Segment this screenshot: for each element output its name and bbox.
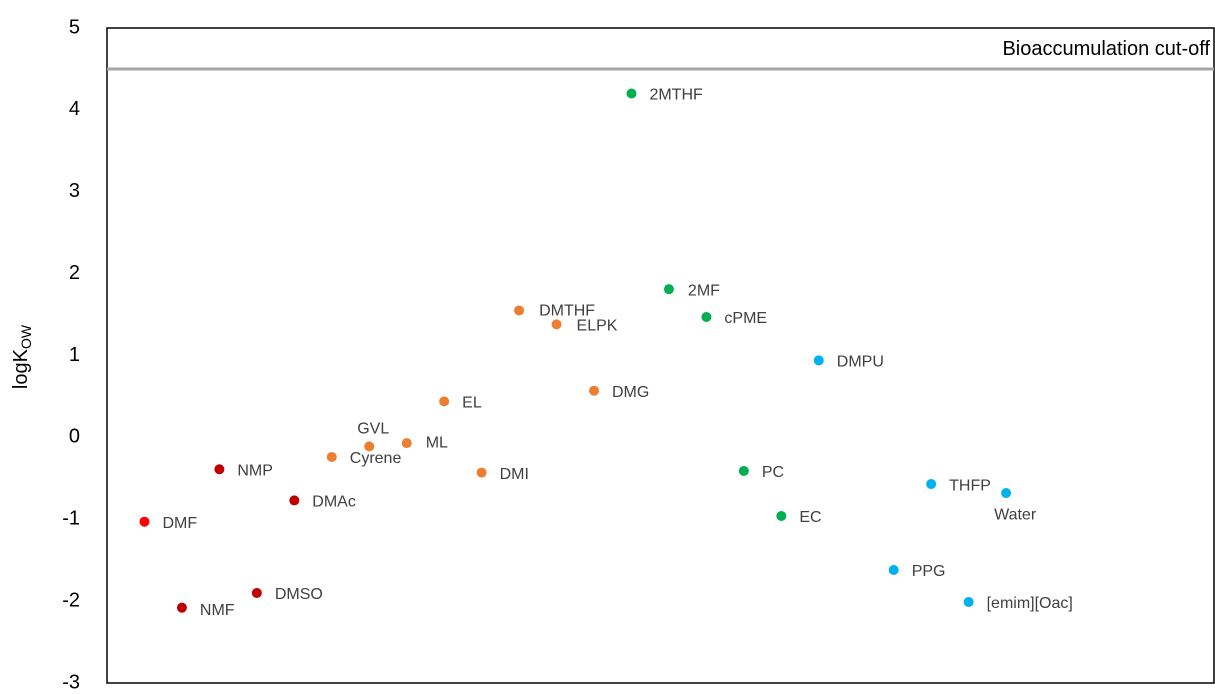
- point: [589, 385, 600, 396]
- point-label: NMF: [200, 602, 235, 619]
- point-label: NMP: [237, 463, 273, 480]
- point-label: PPG: [912, 563, 946, 580]
- point-label: EC: [799, 509, 821, 526]
- point-label: 2MTHF: [649, 87, 703, 104]
- point-label: DMG: [612, 384, 649, 401]
- point-label: DMF: [162, 515, 197, 532]
- point: [439, 396, 450, 407]
- point-label: Water: [994, 506, 1037, 523]
- cutoff-label: Bioaccumulation cut-off: [1002, 38, 1210, 60]
- point-label: PC: [762, 464, 784, 481]
- y-tick-label: 5: [69, 16, 80, 38]
- point-label: DMI: [500, 466, 529, 483]
- point: [963, 596, 974, 607]
- point-label: EL: [462, 395, 482, 412]
- point-label: ELPK: [577, 318, 618, 335]
- point: [888, 565, 899, 576]
- point: [289, 495, 300, 506]
- point-label: ML: [426, 434, 448, 451]
- point: [251, 587, 262, 598]
- point-label: DMTHF: [539, 303, 595, 320]
- y-axis-label: logKOW: [10, 324, 33, 389]
- y-tick-label: 1: [69, 344, 80, 366]
- point-label: [emim][Oac]: [987, 595, 1073, 612]
- point: [926, 479, 937, 490]
- point-label: DMSO: [275, 586, 323, 603]
- point-label: GVL: [357, 421, 389, 438]
- point: [401, 438, 412, 449]
- y-tick-label: -1: [62, 508, 80, 530]
- y-tick-label: 0: [69, 426, 80, 448]
- point-label: THFP: [949, 477, 991, 494]
- point: [813, 355, 824, 366]
- y-tick-label: 2: [69, 262, 80, 284]
- y-tick-label: 4: [69, 98, 80, 120]
- point: [514, 305, 525, 316]
- point: [663, 284, 674, 295]
- point-label: 2MF: [688, 282, 720, 299]
- point: [701, 312, 712, 323]
- point-label: DMPU: [837, 354, 884, 371]
- point: [1001, 488, 1012, 499]
- point-label: DMAc: [312, 494, 356, 511]
- point: [214, 464, 225, 475]
- plot-frame: [106, 27, 1215, 684]
- point: [738, 465, 749, 476]
- y-tick-label: -2: [62, 589, 80, 611]
- point: [776, 510, 787, 521]
- point: [176, 602, 187, 613]
- point: [476, 467, 487, 478]
- point-label: cPME: [724, 310, 767, 327]
- y-tick-label: -3: [62, 671, 80, 693]
- point: [626, 88, 637, 99]
- y-tick-label: 3: [69, 180, 80, 202]
- point: [364, 441, 375, 452]
- y-label-sub: OW: [18, 324, 34, 349]
- point: [139, 516, 150, 527]
- point: [551, 319, 562, 330]
- y-label-main: logK: [10, 348, 32, 389]
- point-label: Cyrene: [350, 450, 402, 467]
- point: [326, 452, 337, 463]
